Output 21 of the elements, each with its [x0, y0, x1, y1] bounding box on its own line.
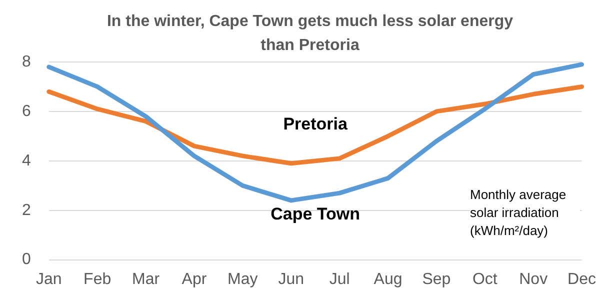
- x-tick-label: Sep: [422, 270, 451, 288]
- series-label: Cape Town: [270, 204, 360, 224]
- x-tick-label: Oct: [472, 270, 498, 288]
- y-tick-label: 8: [22, 53, 31, 70]
- x-tick-label: Nov: [519, 270, 548, 288]
- x-tick-label: Mar: [132, 270, 160, 288]
- chart-title: In the winter, Cape Town gets much less solar energy than Pretoria: [106, 12, 514, 56]
- x-tick-label: Jul: [329, 270, 350, 288]
- x-tick-label: Jan: [36, 270, 62, 288]
- y-tick-label: 0: [22, 251, 31, 268]
- series-label: Pretoria: [283, 114, 348, 134]
- x-tick-label: Apr: [182, 270, 208, 288]
- y-tick-label: 4: [22, 152, 31, 170]
- x-tick-label: Dec: [568, 270, 596, 288]
- x-tick-label: Aug: [374, 270, 402, 288]
- y-tick-label: 6: [22, 102, 31, 120]
- annotation: Monthly average solar irradiation (kWh/m²/day): [470, 186, 580, 240]
- y-tick-label: 2: [22, 202, 31, 219]
- x-tick-label: May: [228, 270, 258, 288]
- x-tick-label: Jun: [278, 270, 304, 288]
- x-tick-label: Feb: [84, 270, 112, 288]
